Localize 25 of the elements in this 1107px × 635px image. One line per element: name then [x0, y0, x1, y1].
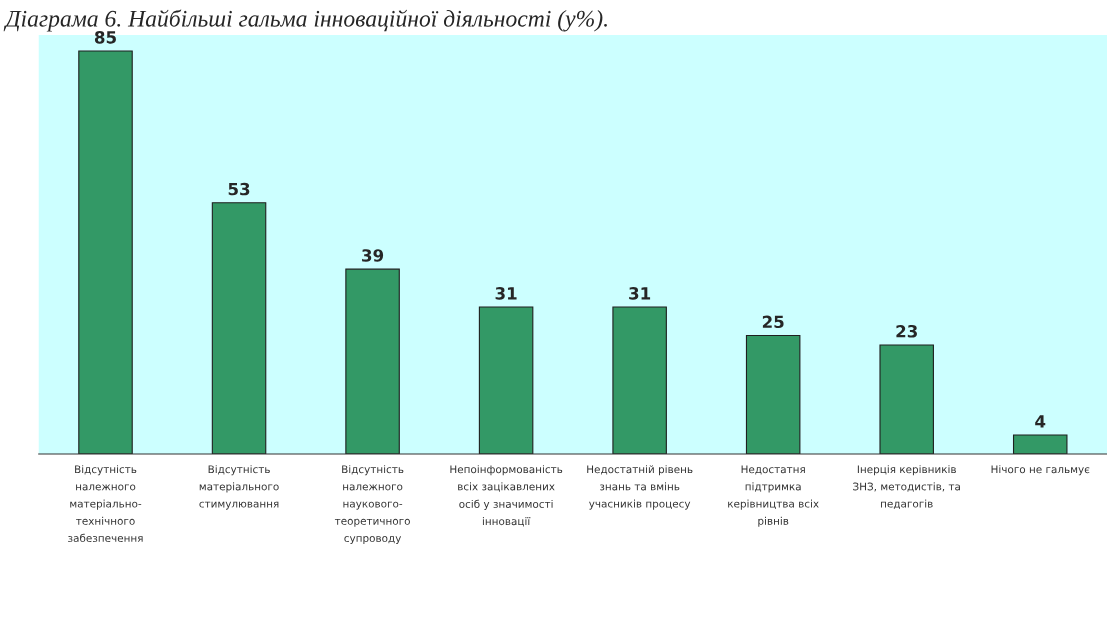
chart-title: Діаграма 6. Найбільші гальма інноваційної діяльності (у%). [3, 9, 607, 32]
x-tick-label: Нічого не гальмує [991, 465, 1090, 476]
bar [1012, 434, 1068, 455]
data-label: 31 [495, 287, 517, 300]
bar [345, 268, 400, 455]
data-label: 4 [1035, 415, 1046, 428]
bar [879, 344, 934, 455]
bar [211, 202, 267, 455]
x-tick-label: Непоінформованість всіх зацікавлених осіб у значимості інновації [450, 465, 563, 527]
x-tick-label: Інерція керівників ЗНЗ, методистів, та педагогів [853, 465, 960, 509]
bar [78, 50, 133, 455]
x-tick-label: Недостатня підтримка керівництва всіх рівнів [728, 465, 819, 527]
x-tick-label: Відсутність належного матеріально- технічного забезпечення [68, 465, 143, 543]
bar [478, 306, 534, 455]
data-label: 31 [629, 287, 651, 300]
data-label: 85 [94, 31, 116, 44]
data-label: 25 [762, 315, 784, 329]
bar [612, 306, 667, 455]
x-tick-label: Недостатній рівень знань та вмінь учасників процесу [587, 465, 693, 510]
x-tick-label: Відсутність матеріального стимулювання [199, 465, 279, 510]
bar [745, 334, 801, 455]
data-label: 39 [362, 249, 384, 262]
data-label: 23 [896, 324, 917, 338]
x-tick-label: Відсутність належного наукового- теоретичного супроводу [334, 465, 410, 545]
data-label: 53 [228, 182, 250, 196]
